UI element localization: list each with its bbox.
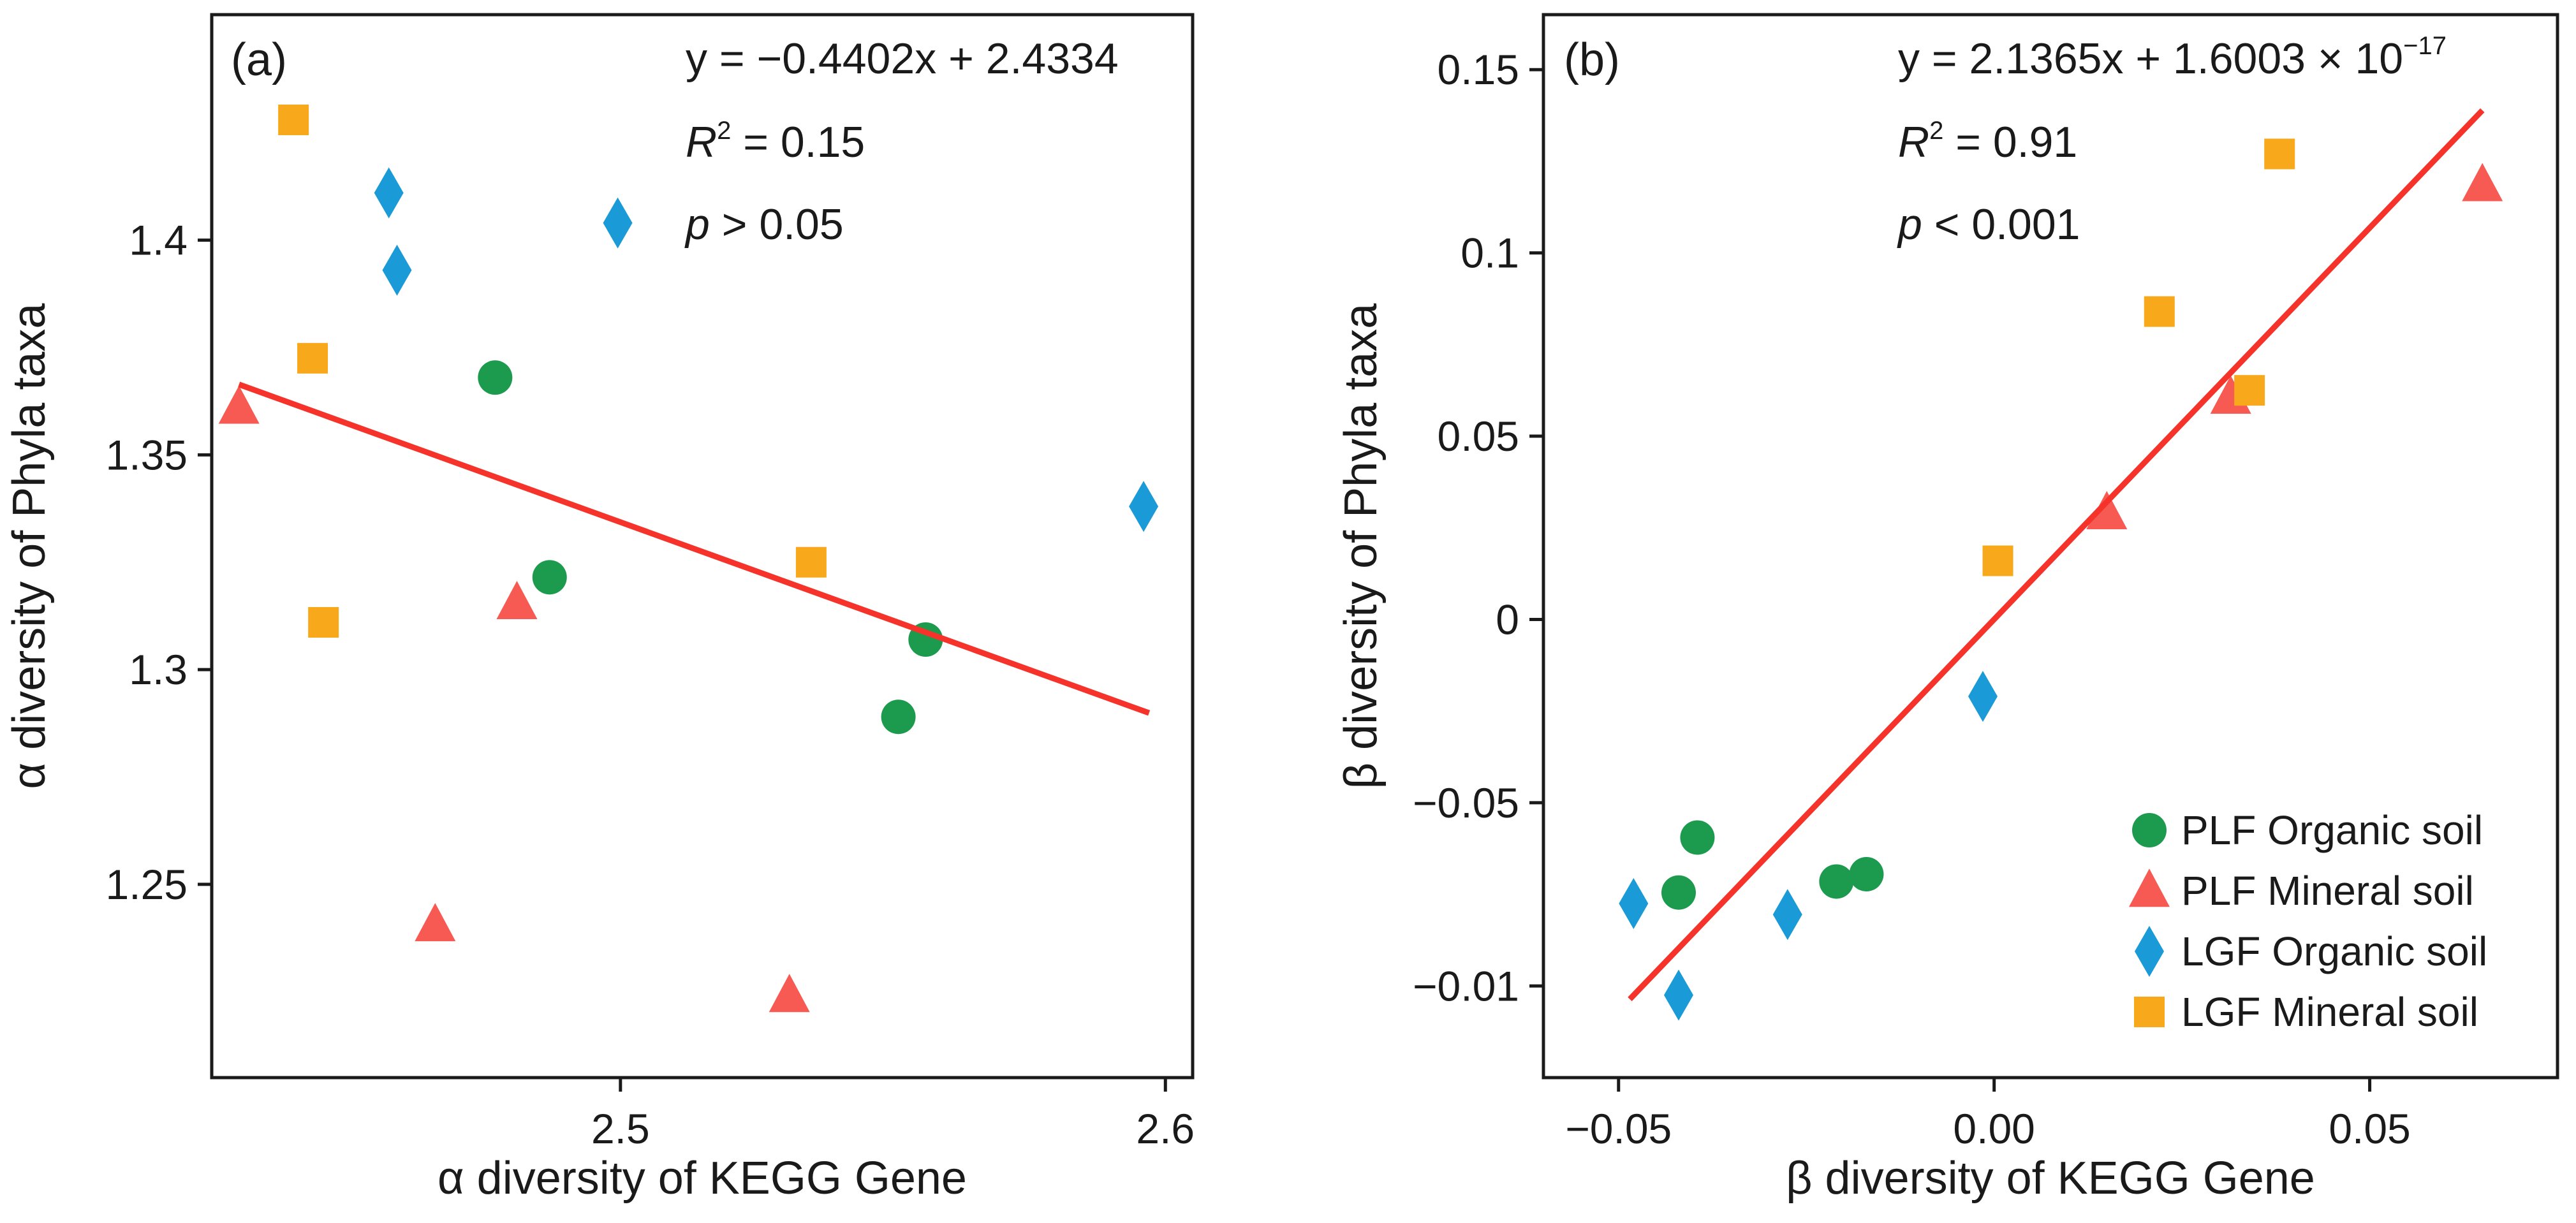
- panel-b-beta-diversity: −0.05 0.00 0.05 −0.01 −0.05 0 0.05 0.1 0.15 β div…: [1336, 13, 2559, 1204]
- point-plf-organic: [1849, 856, 1884, 891]
- plot-frame: [210, 13, 1195, 1080]
- point-plf-mineral: [218, 385, 260, 424]
- point-lgf-mineral: [2234, 375, 2265, 406]
- point-lgf-organic: [1968, 671, 1998, 722]
- panel-label: (a): [231, 34, 287, 85]
- point-lgf-organic: [382, 244, 412, 296]
- r-squared: R2 = 0.15: [686, 117, 865, 166]
- legend-label: PLF Mineral soil: [2181, 868, 2474, 914]
- point-lgf-organic: [374, 167, 404, 219]
- point-lgf-organic: [1129, 481, 1159, 532]
- regression-equation: y = −0.4402x + 2.4334: [686, 34, 1119, 83]
- y-tick-label: 1.4: [129, 217, 188, 264]
- regression-line: [1628, 108, 2485, 1002]
- point-lgf-mineral: [1982, 545, 2013, 576]
- point-lgf-mineral: [278, 105, 309, 136]
- x-axis-label: β diversity of KEGG Gene: [1786, 1153, 2315, 1204]
- legend-label: LGF Mineral soil: [2181, 989, 2478, 1035]
- point-lgf-organic: [1619, 877, 1649, 929]
- y-tick-label: 1.3: [129, 646, 188, 693]
- point-plf-organic: [532, 560, 567, 595]
- x-tick-label: 2.5: [591, 1105, 650, 1152]
- point-lgf-organic: [1772, 889, 1802, 941]
- y-tick-label: 1.25: [106, 861, 188, 908]
- point-plf-organic: [1819, 864, 1854, 899]
- point-plf-mineral: [415, 903, 456, 942]
- legend-marker-plf-mineral: [2129, 868, 2170, 907]
- y-tick-label: −0.05: [1413, 779, 1519, 826]
- point-plf-organic: [881, 699, 916, 735]
- point-plf-organic: [1661, 875, 1696, 910]
- x-tick-label: −0.05: [1565, 1105, 1672, 1152]
- plot-frame: [1542, 13, 2559, 1080]
- x-tick-label: 2.6: [1136, 1105, 1195, 1152]
- point-plf-mineral: [2086, 491, 2128, 529]
- y-tick-label: −0.01: [1413, 962, 1519, 1009]
- y-tick-label: 0.15: [1438, 46, 1519, 93]
- y-axis-label: α diversity of Phyla taxa: [4, 303, 55, 789]
- legend-label: LGF Organic soil: [2181, 928, 2487, 974]
- point-plf-mineral: [2462, 163, 2503, 201]
- legend: PLF Organic soil PLF Mineral soil LGF Orga…: [2129, 807, 2487, 1035]
- x-axis-label: α diversity of KEGG Gene: [438, 1153, 967, 1204]
- legend-marker-lgf-mineral: [2134, 997, 2165, 1027]
- point-lgf-mineral: [2264, 138, 2295, 170]
- point-plf-mineral: [769, 974, 810, 1013]
- legend-label: PLF Organic soil: [2181, 807, 2483, 853]
- point-lgf-mineral: [2144, 296, 2175, 327]
- y-tick-label: 1.35: [106, 431, 188, 478]
- legend-marker-plf-organic: [2132, 813, 2167, 847]
- p-value: p > 0.05: [684, 200, 844, 249]
- point-lgf-organic: [1664, 969, 1693, 1021]
- point-lgf-mineral: [795, 546, 827, 578]
- r-squared: R2 = 0.91: [1898, 117, 2077, 166]
- y-tick-label: 0.1: [1461, 230, 1519, 277]
- point-plf-organic: [478, 360, 513, 395]
- x-tick-label: 0.05: [2329, 1105, 2410, 1152]
- point-plf-mineral: [496, 581, 538, 619]
- y-axis-label: β diversity of Phyla taxa: [1336, 303, 1387, 789]
- regression-equation: y = 2.1365x + 1.6003 × 10−17: [1898, 32, 2447, 83]
- p-value: p < 0.001: [1897, 200, 2080, 249]
- panel-label: (b): [1564, 34, 1620, 85]
- legend-marker-lgf-organic: [2135, 926, 2164, 977]
- panel-a-alpha-diversity: 2.5 2.6 1.25 1.3 1.35 1.4 α diversity of KEGG …: [4, 13, 1195, 1204]
- y-tick-label: 0.05: [1438, 413, 1519, 460]
- y-tick-label: 0: [1496, 596, 1519, 643]
- point-plf-organic: [1680, 820, 1715, 855]
- point-lgf-organic: [603, 197, 633, 249]
- regression-line: [238, 381, 1151, 716]
- point-lgf-mineral: [297, 342, 328, 374]
- point-lgf-mineral: [308, 607, 339, 638]
- x-tick-label: 0.00: [1953, 1105, 2035, 1152]
